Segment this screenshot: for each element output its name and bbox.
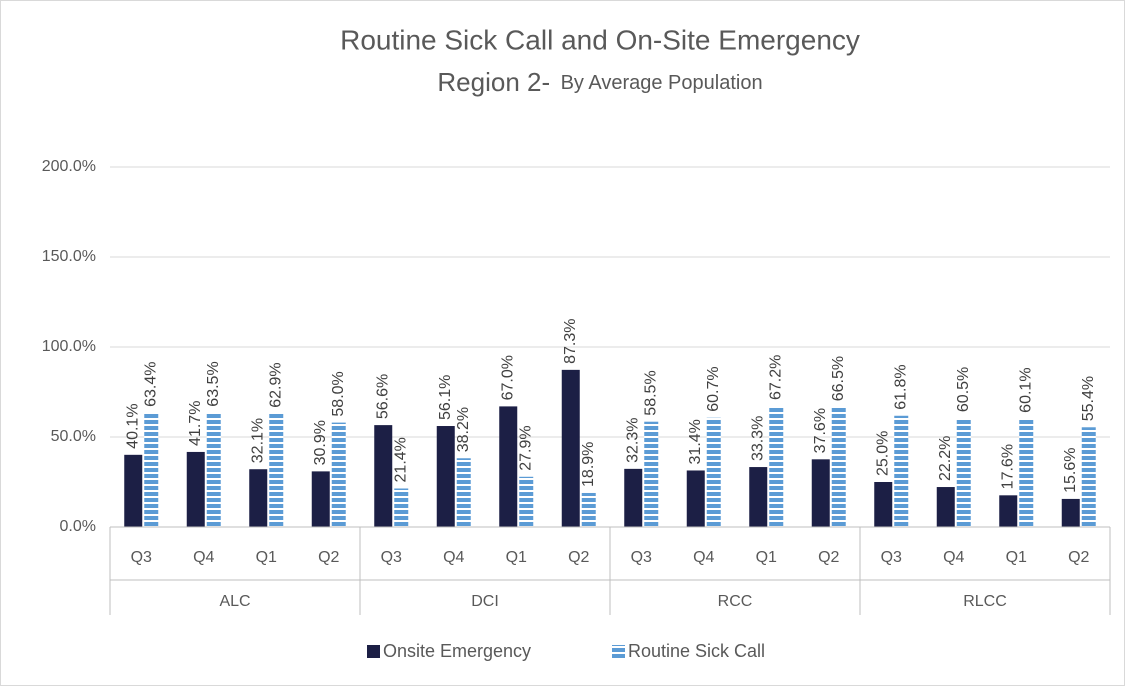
data-label: 67.2% [767,355,784,400]
y-tick-label: 100.0% [42,338,96,355]
data-label: 22.2% [937,436,954,481]
bar [811,459,830,527]
data-label: 17.6% [999,444,1016,489]
bar [999,495,1018,527]
bar [206,412,221,527]
group-label: ALC [219,593,250,610]
data-label: 25.0% [874,431,891,476]
bar [456,458,471,527]
y-tick-label: 0.0% [60,518,96,535]
group-label: RLCC [963,593,1007,610]
data-label: 87.3% [562,318,579,363]
bar [936,487,955,527]
x-tick-label: Q2 [318,549,339,566]
data-label: 37.6% [812,408,829,453]
bar [706,417,721,527]
x-tick-label: Q1 [506,549,527,566]
data-label: 63.5% [205,361,222,406]
data-label: 41.7% [187,401,204,446]
bar [956,418,971,527]
data-label: 33.3% [749,416,766,461]
bar [124,454,143,527]
bar [581,492,596,527]
data-label: 18.9% [580,442,597,487]
x-tick-label: Q4 [443,549,464,566]
bar [894,415,909,527]
legend-label: Routine Sick Call [628,641,765,661]
bar [1061,498,1080,527]
bar [749,467,768,527]
data-label: 38.2% [455,407,472,452]
data-label: 30.9% [312,420,329,465]
data-label: 40.1% [124,403,141,448]
data-label: 31.4% [687,419,704,464]
data-label: 60.7% [705,366,722,411]
data-label: 15.6% [1062,448,1079,493]
bar [331,422,346,527]
x-tick-label: Q3 [881,549,902,566]
data-label: 55.4% [1080,376,1097,421]
data-label: 61.8% [892,364,909,409]
bar [686,470,705,527]
bar [269,413,284,527]
y-tick-label: 150.0% [42,248,96,265]
legend-swatch [367,645,380,658]
data-label: 60.1% [1017,367,1034,412]
bar [249,469,268,527]
data-label: 66.5% [830,356,847,401]
bar [624,468,643,527]
data-label: 21.4% [392,437,409,482]
bar [769,406,784,527]
x-tick-label: Q4 [943,549,964,566]
y-tick-label: 200.0% [42,158,96,175]
x-tick-label: Q3 [631,549,652,566]
bar [644,421,659,527]
data-label: 58.5% [642,370,659,415]
x-tick-label: Q2 [818,549,839,566]
bar [436,426,455,527]
data-label: 56.1% [437,375,454,420]
bar [394,488,409,527]
data-label: 62.9% [267,362,284,407]
subtitle-main: Region 2- [437,67,550,97]
y-tick-label: 50.0% [51,428,96,445]
data-label: 60.5% [955,367,972,412]
x-tick-label: Q1 [756,549,777,566]
x-tick-label: Q1 [1006,549,1027,566]
bar [186,451,205,527]
bar [311,471,330,527]
x-tick-label: Q4 [193,549,214,566]
legend-swatch [612,645,625,658]
data-label: 58.0% [330,371,347,416]
bar [561,369,580,527]
group-label: DCI [471,593,499,610]
data-label: 32.1% [249,418,266,463]
bar [144,412,159,527]
legend-label: Onsite Emergency [383,641,531,661]
chart-title: Routine Sick Call and On-Site Emergency [340,24,860,55]
bar [499,406,518,527]
data-label: 27.9% [517,425,534,470]
data-label: 56.6% [374,374,391,419]
x-tick-label: Q2 [568,549,589,566]
chart-subtitle: Region 2- By Average Population [437,67,762,97]
bar [1081,427,1096,527]
data-label: 63.4% [142,362,159,407]
subtitle-sub: By Average Population [561,72,763,94]
bar [374,425,393,527]
x-tick-label: Q3 [131,549,152,566]
bar [874,482,893,527]
group-label: RCC [718,593,753,610]
x-tick-label: Q2 [1068,549,1089,566]
bar [831,407,846,527]
bar [519,476,534,527]
x-tick-label: Q4 [693,549,714,566]
bar [1019,418,1034,527]
data-label: 67.0% [499,355,516,400]
x-tick-label: Q1 [256,549,277,566]
data-label: 32.3% [624,417,641,462]
x-tick-label: Q3 [381,549,402,566]
